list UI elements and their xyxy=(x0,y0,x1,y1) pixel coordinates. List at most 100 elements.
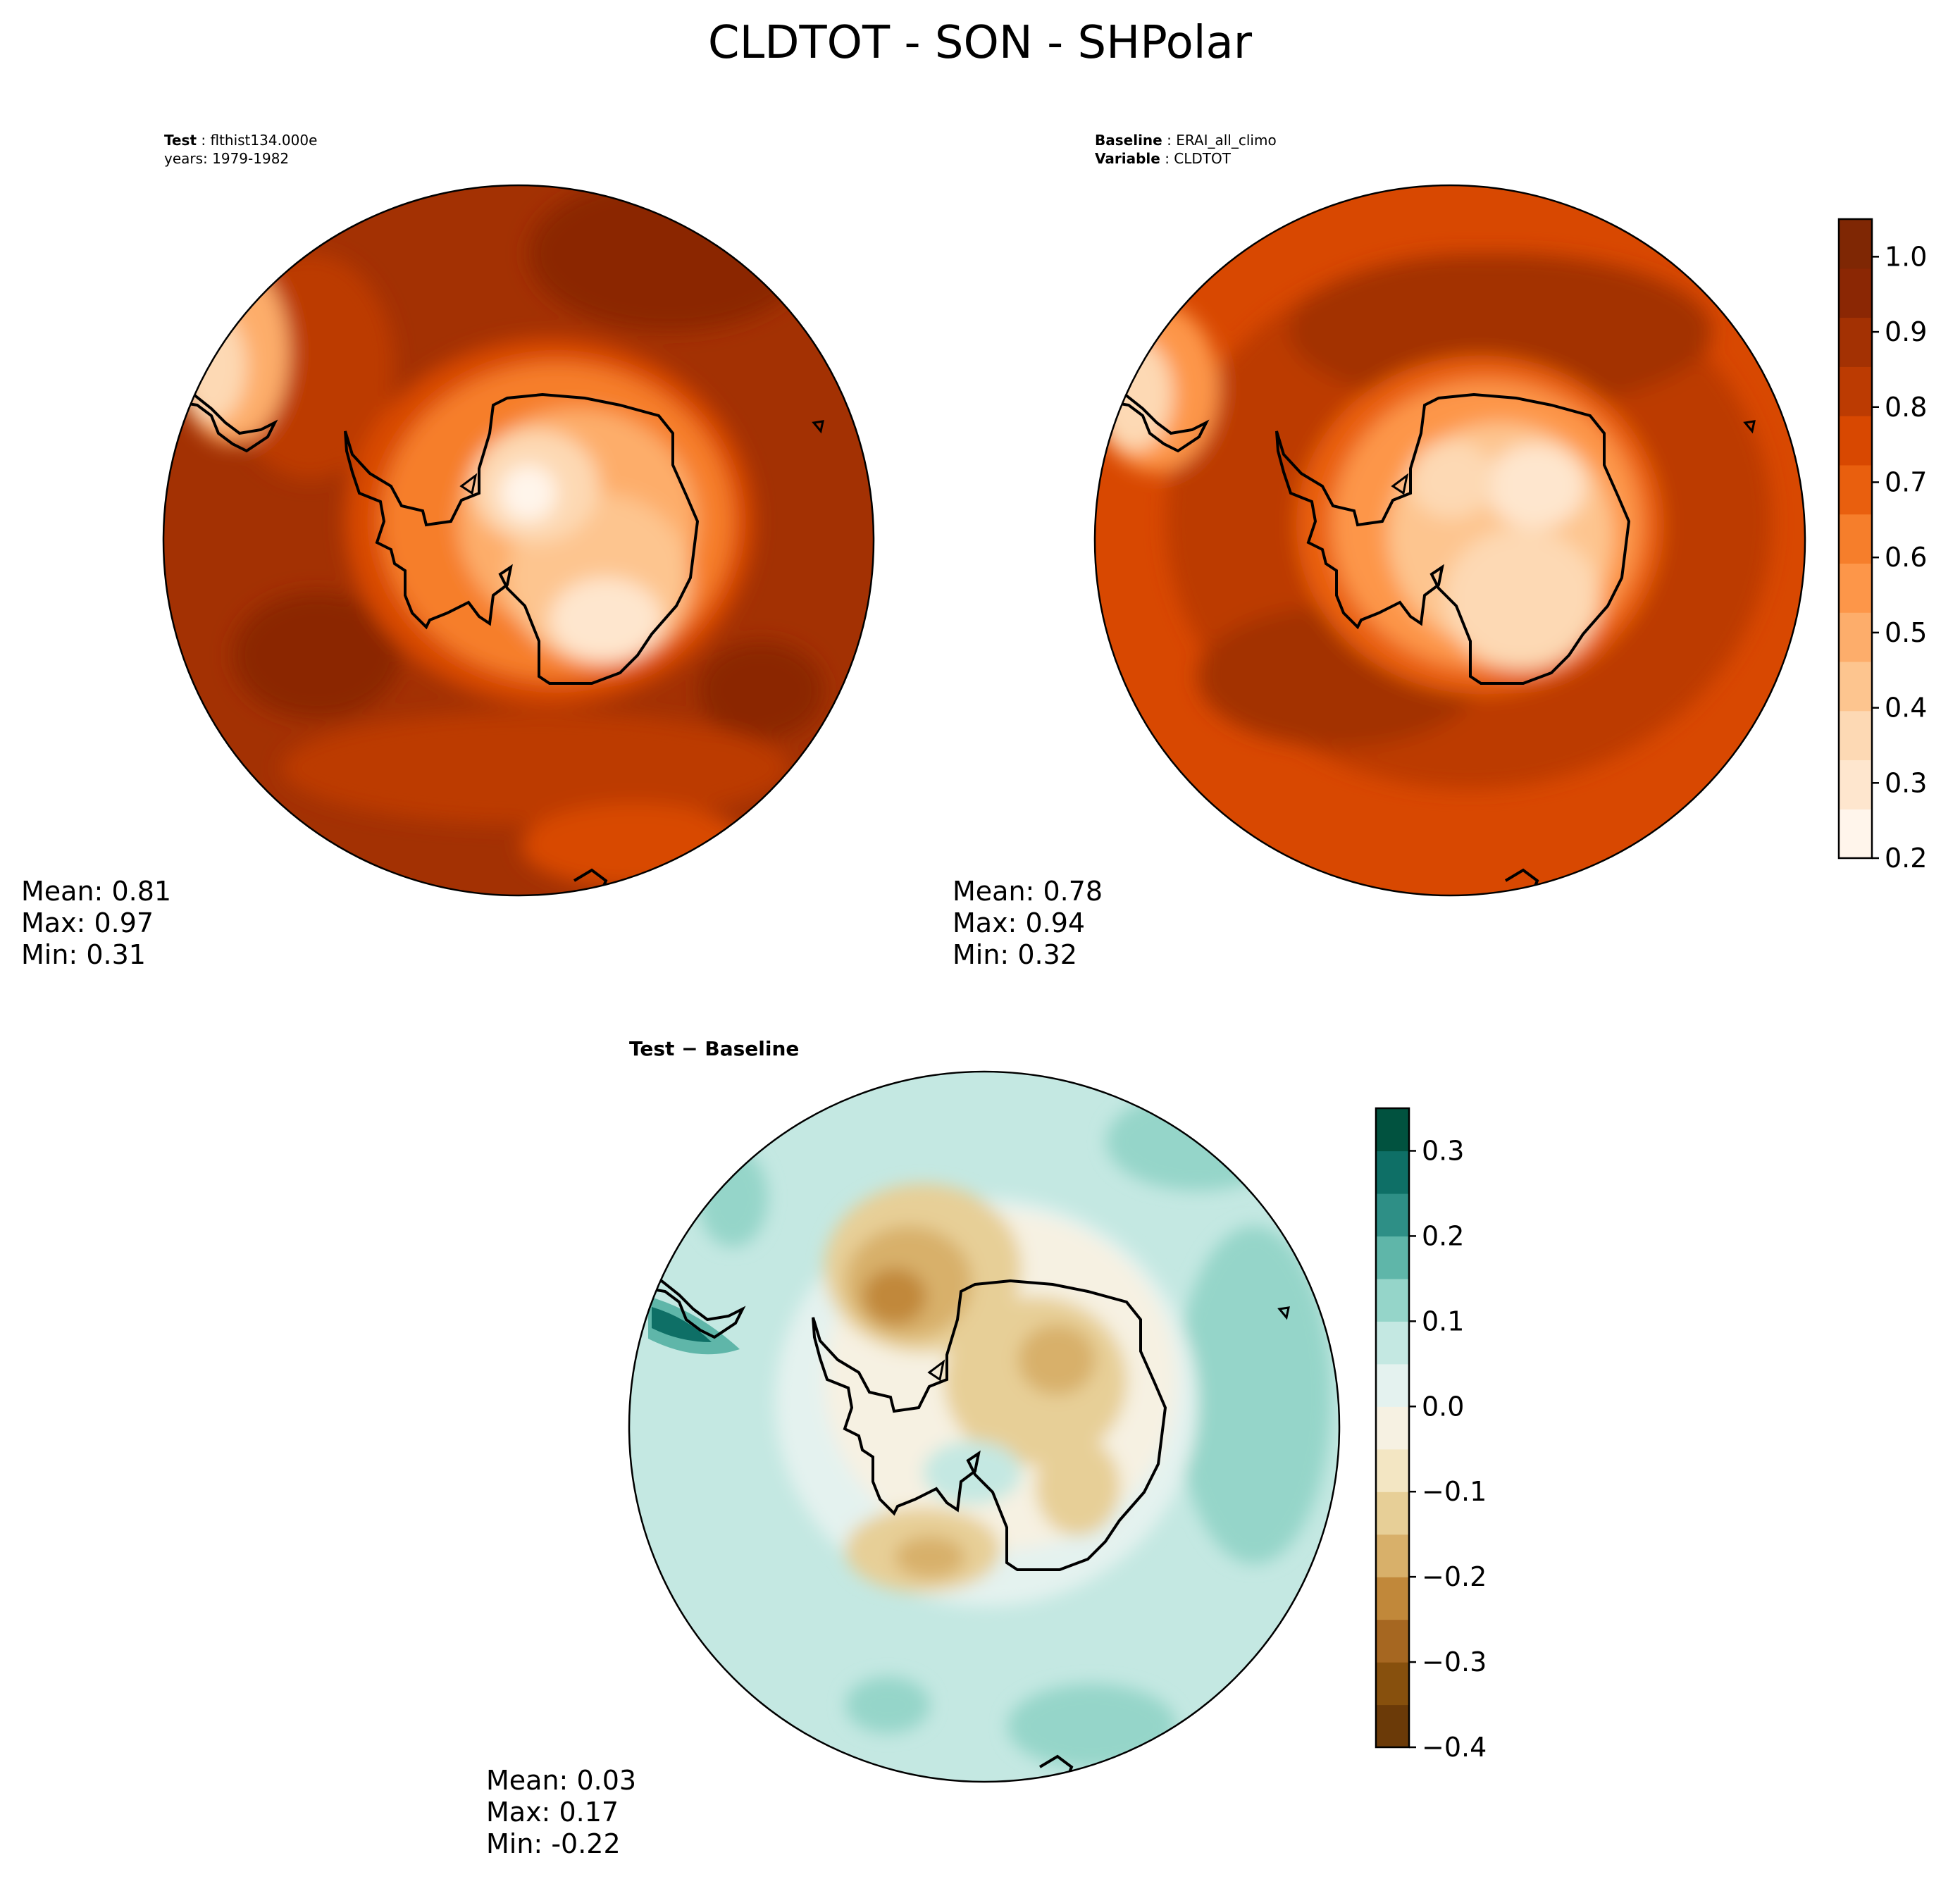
colorbar-difference-segment xyxy=(1376,1193,1409,1236)
panel-test-header-years: years: 1979-1982 xyxy=(164,150,289,167)
panel-test-antarctica-coastline xyxy=(344,392,700,685)
colorbar-difference-segment xyxy=(1376,1151,1409,1194)
panel-test-header-key: Test xyxy=(164,132,197,149)
colorbar-difference-tick-label: 0.3 xyxy=(1422,1135,1464,1166)
panel-difference-teal-edge-2 xyxy=(1106,1092,1289,1191)
panel-difference-neg-8 xyxy=(1036,1437,1120,1536)
colorbar-cloud-fraction-tick-label: 0.8 xyxy=(1885,392,1927,423)
panel-baseline-header-sep: : xyxy=(1162,132,1176,149)
panel-difference-south-america-coastline xyxy=(643,1279,746,1339)
panel-test-dark-band-1 xyxy=(528,185,810,331)
panel-test-south-america-coastline xyxy=(175,392,278,453)
panel-difference-map xyxy=(629,1072,1339,1782)
colorbar-difference-frame xyxy=(1375,1107,1410,1749)
panel-baseline-variable-key: Variable xyxy=(1095,150,1160,167)
panel-difference-small-island xyxy=(1277,1306,1290,1320)
colorbar-difference-tick-label: 0.0 xyxy=(1422,1391,1464,1422)
panel-baseline-max: Max: 0.94 xyxy=(953,907,1085,938)
panel-baseline-mean: Mean: 0.78 xyxy=(953,876,1103,907)
panel-test: Test : flthist134.000e years: 1979-1982 xyxy=(21,132,875,970)
colorbar-difference-segment xyxy=(1376,1278,1409,1322)
colorbar-cloud-fraction-segment xyxy=(1839,710,1872,761)
colorbar-cloud-fraction-segment xyxy=(1839,416,1872,466)
colorbar-cloud-fraction-tick-label: 0.9 xyxy=(1885,316,1927,347)
panel-test-small-island xyxy=(812,420,824,434)
colorbar-difference-segment xyxy=(1376,1236,1409,1279)
panel-difference-peninsula-island xyxy=(927,1359,945,1382)
panel-difference-mean: Mean: 0.03 xyxy=(486,1765,636,1796)
colorbar-difference-segment xyxy=(1376,1449,1409,1492)
colorbar-difference-segment xyxy=(1376,1492,1409,1535)
panel-baseline-peninsula-island xyxy=(1391,473,1409,495)
colorbar-cloud-fraction-segment xyxy=(1839,759,1872,810)
panel-baseline: Baseline : ERAI_all_climo Variable : CLD… xyxy=(953,132,1927,970)
colorbar-cloud-fraction-tick-label: 0.4 xyxy=(1885,693,1927,724)
panel-difference-neg-5 xyxy=(895,1536,965,1578)
panel-baseline-sa-tip-2 xyxy=(1096,338,1173,451)
colorbar-cloud-fraction-tick-label: 0.5 xyxy=(1885,617,1927,648)
panel-difference-teal-edge-5 xyxy=(845,1677,930,1733)
panel-difference-teal-edge-1 xyxy=(1177,1226,1332,1564)
colorbar-difference-tick-label: −0.4 xyxy=(1422,1732,1487,1763)
panel-baseline-variable-value: CLDTOT xyxy=(1174,150,1231,167)
panel-test-header-case: flthist134.000e xyxy=(210,132,317,149)
colorbar-cloud-fraction-segment xyxy=(1839,464,1872,515)
panel-difference: Test − Baseline xyxy=(486,1037,1487,1859)
panel-baseline-header-line2: Variable : CLDTOT xyxy=(1095,150,1232,167)
panel-difference-neg-3 xyxy=(863,1268,926,1325)
colorbar-cloud-fraction-tick-label: 0.6 xyxy=(1885,542,1927,573)
panel-difference-sa-plume-2 xyxy=(652,1307,712,1342)
colorbar-difference-tick-label: 0.1 xyxy=(1422,1306,1464,1337)
colorbar-cloud-fraction-segment xyxy=(1839,809,1872,859)
colorbar-cloud-fraction-tick-label: 0.2 xyxy=(1885,843,1927,874)
colorbar-cloud-fraction-tick-label: 0.7 xyxy=(1885,466,1927,497)
colorbar-cloud-fraction-tick-label: 1.0 xyxy=(1885,241,1927,272)
colorbar-cloud-fraction-segment xyxy=(1839,661,1872,712)
panel-test-dark-band-3 xyxy=(697,641,824,740)
colorbar-cloud-fraction-segment xyxy=(1839,219,1872,269)
colorbar-cloud-fraction-frame xyxy=(1837,218,1873,860)
colorbar-difference-tick-label: −0.2 xyxy=(1422,1561,1487,1592)
panel-difference-header: Test − Baseline xyxy=(629,1037,799,1060)
colorbar-difference: −0.4 −0.3 −0.2 −0.1 0.0 0.1 0.2 0.3 xyxy=(1375,1107,1487,1763)
panel-test-min: Min: 0.31 xyxy=(21,939,146,970)
panel-baseline-darker-band-1 xyxy=(1289,254,1712,409)
panel-baseline-header-key: Baseline xyxy=(1095,132,1162,149)
panel-test-sa-tip-2 xyxy=(176,310,247,423)
panel-test-max: Max: 0.97 xyxy=(21,907,154,938)
colorbar-cloud-fraction-segment xyxy=(1839,514,1872,564)
panel-difference-teal-edge-3 xyxy=(1007,1684,1177,1768)
panel-difference-min: Min: -0.22 xyxy=(486,1828,621,1859)
panel-baseline-map-boundary xyxy=(1093,184,1806,897)
colorbar-cloud-fraction-segment xyxy=(1839,563,1872,613)
colorbar-difference-tick-label: −0.3 xyxy=(1422,1647,1487,1678)
panel-test-interior-4 xyxy=(550,578,662,662)
panel-test-peninsula-island xyxy=(459,473,478,495)
panel-test-map xyxy=(163,185,874,895)
panel-baseline-south-america-coastline xyxy=(1107,392,1210,453)
panel-baseline-header-line1: Baseline : ERAI_all_climo xyxy=(1095,132,1277,149)
panel-difference-max: Max: 0.17 xyxy=(486,1797,619,1828)
panel-baseline-interior-3 xyxy=(1487,444,1585,528)
panel-test-map-boundary xyxy=(162,184,875,897)
panel-baseline-stats: Mean: 0.78 Max: 0.94 Min: 0.32 xyxy=(953,876,1103,970)
panel-test-light-band-1 xyxy=(282,712,789,824)
panel-baseline-map xyxy=(1095,185,1805,895)
panel-test-interior-5 xyxy=(500,465,557,521)
colorbar-difference-tick-label: −0.1 xyxy=(1422,1476,1487,1507)
panel-difference-map-boundary xyxy=(628,1070,1341,1783)
colorbar-difference-segment xyxy=(1376,1704,1409,1748)
colorbar-difference-segment xyxy=(1376,1108,1409,1152)
panel-difference-teal-edge-4 xyxy=(697,1148,768,1247)
colorbar-difference-segment xyxy=(1376,1577,1409,1620)
panel-test-stats: Mean: 0.81 Max: 0.97 Min: 0.31 xyxy=(21,876,171,970)
colorbar-difference-segment xyxy=(1376,1321,1409,1365)
panel-baseline-variable-sep: : xyxy=(1160,150,1174,167)
panel-baseline-interior-4 xyxy=(1409,440,1494,518)
colorbar-difference-segment xyxy=(1376,1534,1409,1577)
colorbar-cloud-fraction-tick-label: 0.3 xyxy=(1885,767,1927,798)
colorbar-cloud-fraction-segment xyxy=(1839,317,1872,367)
panel-difference-neg-7 xyxy=(1018,1325,1096,1395)
panel-test-dark-band-2 xyxy=(232,592,402,719)
